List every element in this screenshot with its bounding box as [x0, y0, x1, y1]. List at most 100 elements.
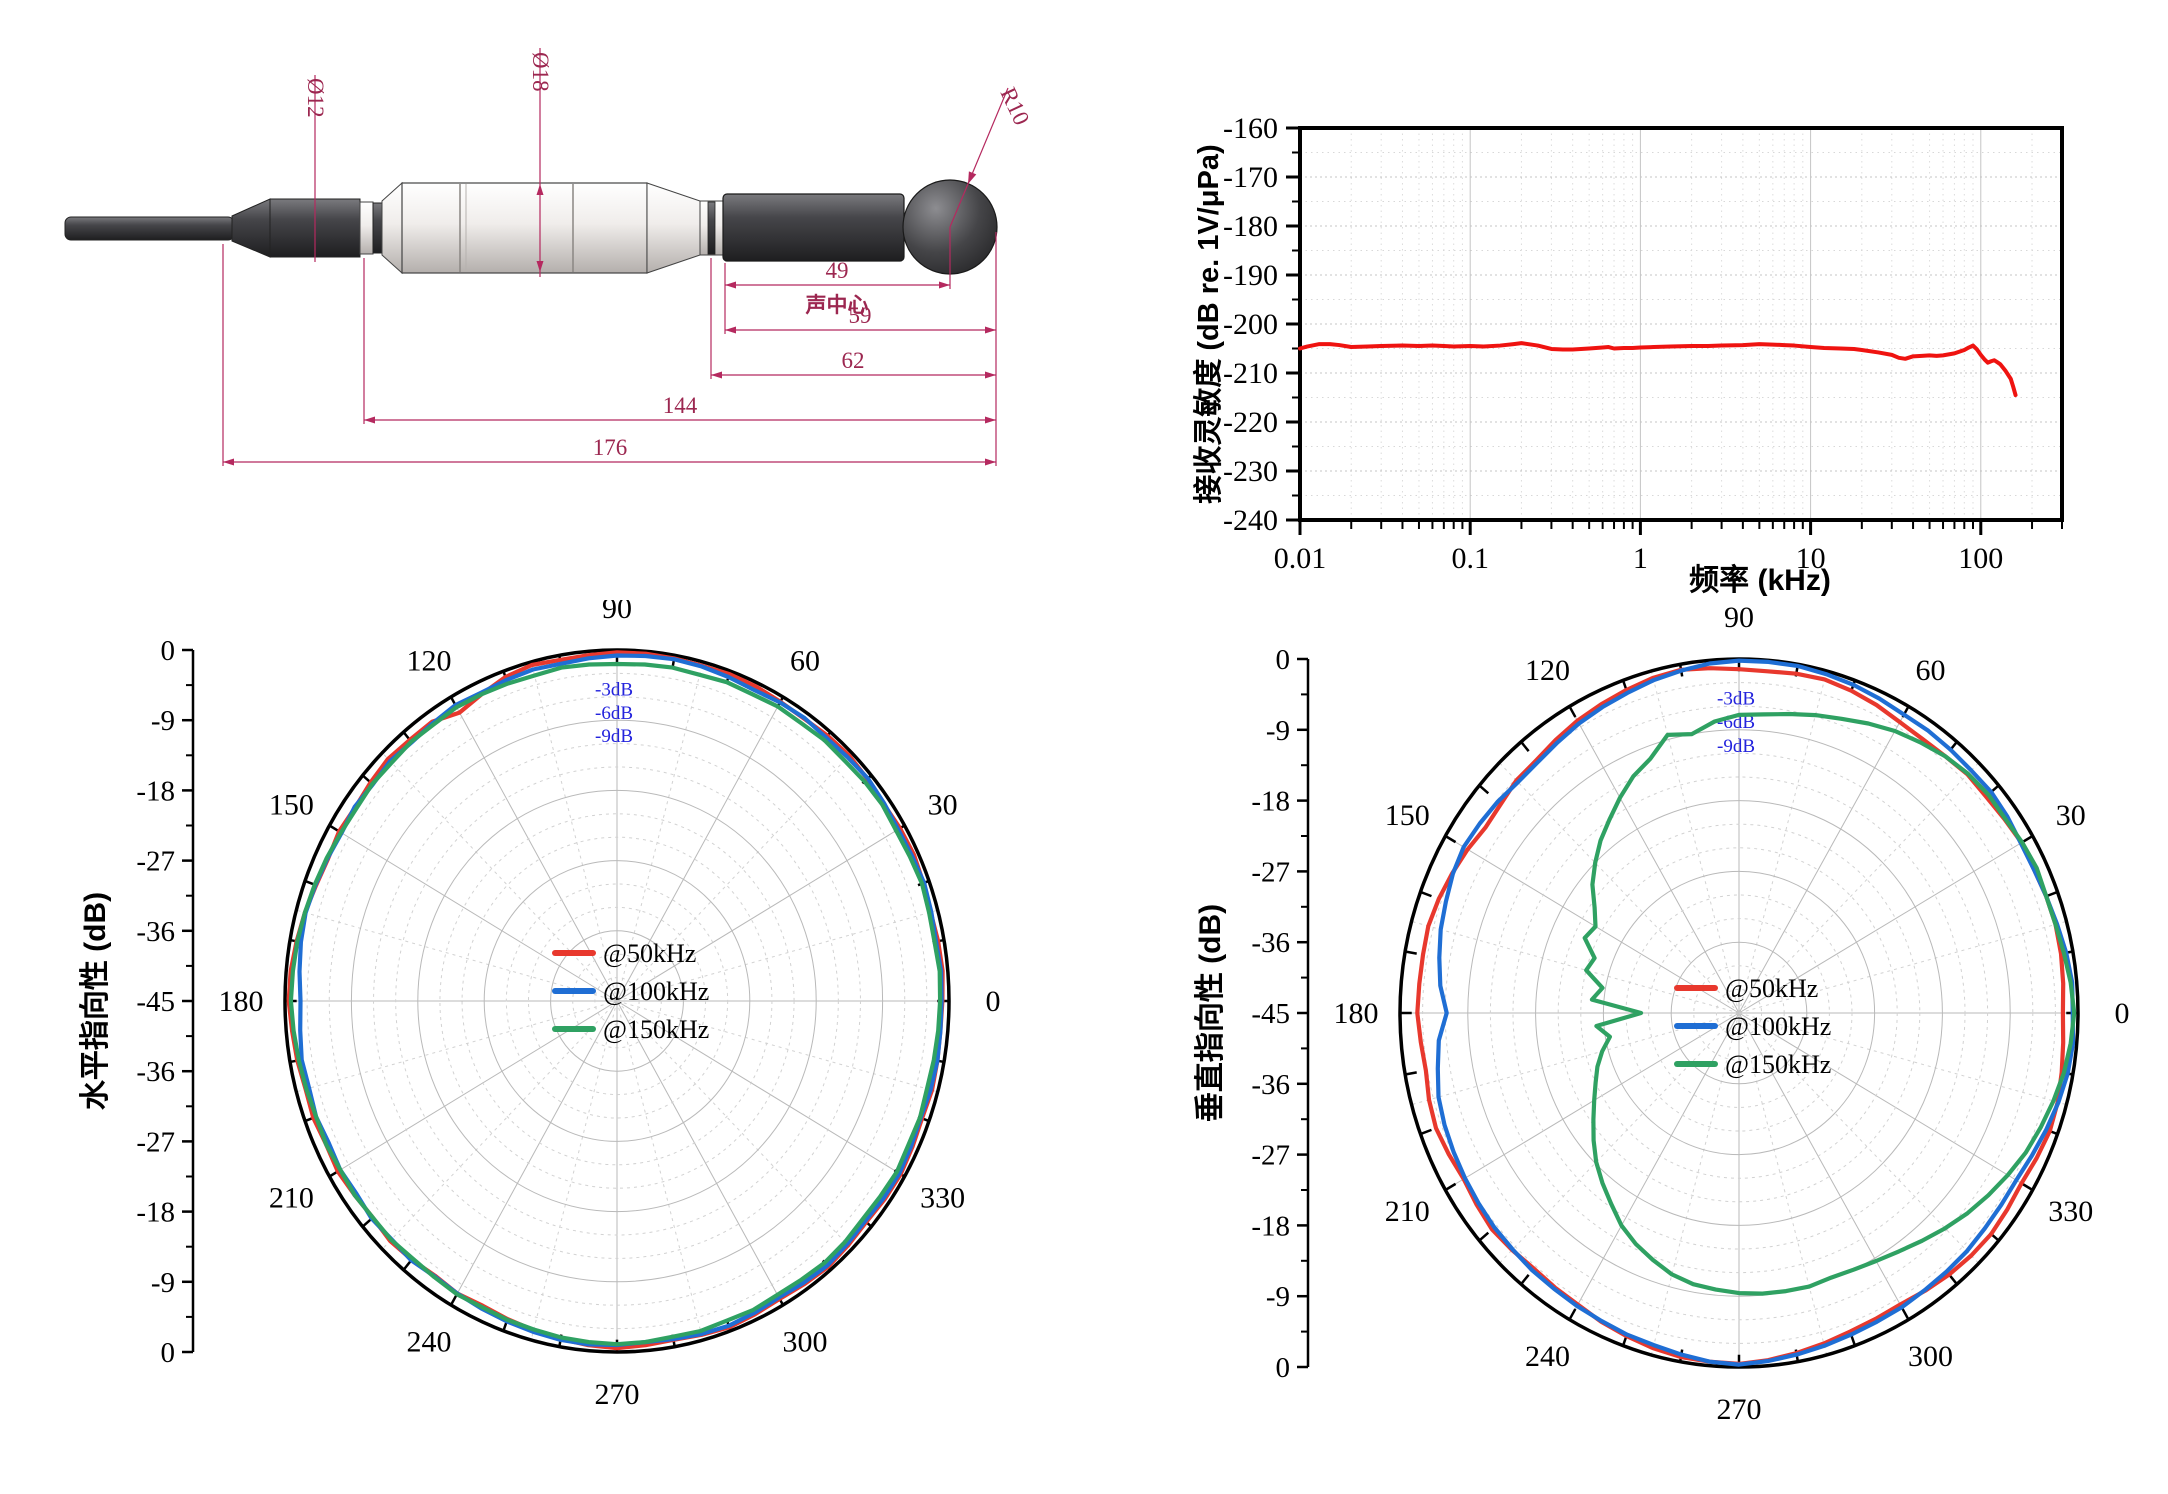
polar-angle-label: 210 [1385, 1195, 1430, 1228]
series-100kHz [1435, 658, 2076, 1367]
polar-angle-label: 30 [2056, 799, 2086, 832]
chart-horizontal-directivity: 0 -9 -18 -27 -36 -45 -36 -27 -18 -9 0 水平指向性 (dB) 0 30… [60, 592, 1090, 1480]
legend-label: @50kHz [603, 939, 696, 968]
head-tube [722, 193, 905, 262]
polar-angle-label: 60 [1916, 654, 1946, 687]
freq-x-tick: 0.1 [1451, 542, 1489, 575]
polar-legend: @50kHz @100kHz @150kHz [1674, 974, 1831, 1079]
polar-angle-label: 210 [269, 1182, 314, 1215]
polar-angle-label: 120 [407, 645, 452, 678]
polar-angle-label: 90 [602, 600, 632, 625]
polar-r-tick: -9 [1266, 1281, 1290, 1313]
polar-db-annotation: -3dB [595, 679, 633, 700]
freq-y-tick: -210 [1223, 357, 1278, 390]
polar-r-tick: -45 [1251, 998, 1290, 1030]
freq-frame [1298, 126, 2064, 522]
freq-plot: -160 -170 -180 -190 -200 -210 -220 -230 -240 0.01… [1192, 112, 2064, 597]
polar-db-annotation: -9dB [595, 726, 633, 747]
freq-x-tick: 1 [1633, 542, 1648, 575]
vertical-directivity-svg: 0 -9 -18 -27 -36 -45 -36 -27 -18 -9 0 垂直指向性 (dB) 0 30… [1194, 601, 2130, 1426]
polar-r-tick: -45 [136, 986, 175, 1018]
ring-light [359, 201, 374, 255]
legend-label: @50kHz [1725, 974, 1818, 1003]
cable-boot-cone [231, 198, 271, 258]
freq-x-tick: 0.01 [1274, 542, 1327, 575]
ring-dark [372, 202, 383, 254]
label-dia-body: Ø18 [528, 52, 553, 92]
polar-r-tick: -9 [151, 1267, 175, 1299]
frequency-response-svg: -160 -170 -180 -190 -200 -210 -220 -230 -240 0.01… [1192, 112, 2064, 597]
main-body-cylinder [401, 182, 648, 274]
freq-y-title: 接收灵敏度 (dB re. 1V/μPa) [1192, 144, 1225, 503]
label-acoustic-center: 声中心 [805, 293, 869, 317]
polar-legend: @50kHz @100kHz @150kHz [552, 939, 709, 1044]
polar-angle-label: 0 [986, 985, 1001, 1018]
freq-y-tick: -190 [1223, 259, 1278, 292]
horizontal-directivity-plot: 0 -9 -18 -27 -36 -45 -36 -27 -18 -9 0 水平指向性 (dB) 0 30… [79, 592, 1001, 1411]
polar-angle-label: 240 [1525, 1340, 1570, 1373]
neck-groove [707, 201, 716, 255]
polar-r-tick: -27 [1251, 856, 1290, 888]
cable [64, 216, 235, 241]
series-150kHz [288, 661, 943, 1347]
chart-vertical-directivity: 0 -9 -18 -27 -36 -45 -36 -27 -18 -9 0 垂直指向性 (dB) 0 30… [1130, 600, 2168, 1494]
polar-r-tick: -9 [1266, 715, 1290, 747]
polar-angle-label: 120 [1525, 654, 1570, 687]
polar-angle-label: 300 [783, 1325, 828, 1358]
series-150kHz [1582, 711, 2077, 1296]
polar-r-tick: -27 [136, 1126, 175, 1158]
polar-r-tick: -36 [1251, 1069, 1290, 1101]
series-100kHz [297, 653, 944, 1348]
polar-db-annotation: -6dB [595, 703, 633, 724]
legend-label: @150kHz [1725, 1050, 1831, 1079]
polar-angle-label: 270 [1717, 1393, 1762, 1426]
hydrophone-body [64, 179, 998, 275]
legend-label: @150kHz [603, 1015, 709, 1044]
dimension-lines [222, 48, 1009, 466]
polar-angle-label: 180 [1334, 997, 1379, 1030]
chart-receive-sensitivity: -160 -170 -180 -190 -200 -210 -220 -230 -240 0.01… [1180, 60, 2168, 620]
polar-r-tick: -36 [136, 916, 175, 948]
legend-label: @100kHz [603, 977, 709, 1006]
polar-r-tick: -18 [136, 775, 175, 807]
hydrophone-dimension-drawing: Ø12 Ø18 R10 49 声中心 59 62 144 176 [40, 10, 1100, 480]
freq-x-tick: 10 [1796, 542, 1826, 575]
label-radius-sphere: R10 [995, 84, 1034, 129]
label-dim-59: 59 [849, 303, 872, 328]
polar-r-tick: 0 [1276, 1352, 1291, 1384]
freq-x-tick: 100 [1958, 542, 2003, 575]
polar-db-annotation: -3dB [1717, 689, 1755, 710]
label-dim-49: 49 [826, 258, 849, 283]
polar-angle-label: 90 [1724, 601, 1754, 634]
dimension-arrows [223, 171, 996, 466]
freq-y-tick: -200 [1223, 308, 1278, 341]
label-dim-176: 176 [593, 435, 628, 460]
freq-y-tick: -220 [1223, 406, 1278, 439]
polar-angle-label: 330 [920, 1182, 965, 1215]
polar-r-tick: -18 [1251, 786, 1290, 818]
freq-y-tick: -230 [1223, 455, 1278, 488]
polar-r-tick: -36 [1251, 927, 1290, 959]
body-taper-right [646, 182, 701, 274]
polar-r-tick: 0 [161, 1337, 176, 1369]
polar-r-tick: -36 [136, 1056, 175, 1088]
series-50kHz [1415, 666, 2066, 1366]
polar-r-tick: -9 [151, 705, 175, 737]
polar-axis-title: 水平指向性 (dB) [79, 892, 112, 1110]
label-dim-62: 62 [842, 348, 865, 373]
freq-y-tick: -170 [1223, 161, 1278, 194]
polar-db-annotation: -9dB [1717, 736, 1755, 757]
polar-angle-label: 180 [219, 985, 264, 1018]
polar-angle-label: 150 [269, 789, 314, 822]
polar-angle-label: 0 [2115, 997, 2130, 1030]
polar-r-tick: 0 [161, 635, 176, 667]
polar-angle-label: 60 [790, 645, 820, 678]
polar-r-tick: -18 [1251, 1210, 1290, 1242]
freq-y-tick: -180 [1223, 210, 1278, 243]
horizontal-directivity-svg: 0 -9 -18 -27 -36 -45 -36 -27 -18 -9 0 水平指向性 (dB) 0 30… [79, 592, 1001, 1411]
body-taper-left [381, 181, 403, 275]
polar-axis-title: 垂直指向性 (dB) [1194, 904, 1227, 1122]
polar-angle-label: 30 [928, 789, 958, 822]
legend-label: @100kHz [1725, 1012, 1831, 1041]
